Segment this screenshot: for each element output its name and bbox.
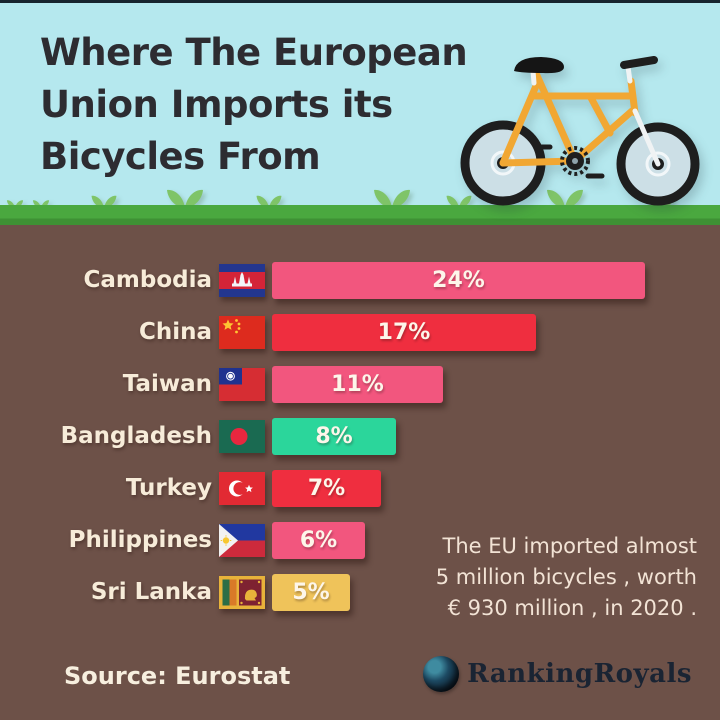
sprout-icon: [167, 189, 203, 209]
bar-philippines: 6%: [272, 522, 365, 559]
china-flag-icon: [219, 316, 265, 349]
brand-logo: RankingRoyals: [423, 656, 692, 692]
bar-cambodia: 24%: [272, 262, 645, 299]
header: Where The European Union Imports its Bic…: [0, 0, 720, 225]
philippines-flag-icon: [219, 524, 265, 557]
chart-row-cambodia: Cambodia 24%: [0, 262, 720, 299]
grass-strip: [0, 205, 720, 225]
bar-bangladesh: 8%: [272, 418, 396, 455]
bar-value-label: 11%: [331, 372, 384, 397]
note-line-3: € 930 million , in 2020 .: [447, 596, 697, 620]
title-line-1: Where The European: [40, 31, 468, 74]
bar-value-label: 7%: [307, 476, 346, 501]
bar-value-label: 5%: [292, 580, 330, 605]
sprout-icon: [547, 189, 583, 209]
brand-name: RankingRoyals: [467, 659, 692, 689]
bar-value-label: 24%: [432, 268, 485, 293]
title-line-3: Bicycles From: [40, 135, 321, 178]
chart-row-bangladesh: Bangladesh 8%: [0, 418, 720, 455]
taiwan-flag-icon: [219, 368, 265, 401]
rankingroyals-globe-icon: [423, 656, 460, 692]
chart-row-taiwan: Taiwan 11%: [0, 366, 720, 403]
turkey-flag-icon: [219, 472, 265, 505]
note-line-1: The EU imported almost: [442, 534, 698, 558]
country-label: Bangladesh: [60, 423, 212, 449]
bicycle-icon: [460, 56, 700, 206]
country-label: Taiwan: [122, 371, 212, 397]
country-label: Philippines: [68, 527, 212, 553]
sprout-icon: [374, 189, 410, 209]
note-text: The EU imported almost 5 million bicycle…: [397, 531, 697, 624]
sri-lanka-flag-icon: [219, 576, 265, 609]
country-label: China: [138, 319, 212, 345]
bar-value-label: 17%: [377, 320, 431, 345]
title-line-2: Union Imports its: [40, 83, 393, 126]
cambodia-flag-icon: [219, 264, 265, 297]
page-title: Where The European Union Imports its Bic…: [40, 27, 480, 183]
source-label: Source: Eurostat: [64, 662, 291, 690]
chart-row-turkey: Turkey 7%: [0, 470, 720, 507]
bar-value-label: 8%: [315, 424, 353, 449]
country-label: Sri Lanka: [90, 579, 212, 605]
chart-row-philippines: Philippines 6%: [0, 522, 720, 559]
note-line-2: 5 million bicycles , worth: [435, 565, 697, 589]
bar-taiwan: 11%: [272, 366, 443, 403]
country-label: Turkey: [125, 475, 212, 501]
country-label: Cambodia: [83, 267, 213, 293]
bar-china: 17%: [272, 314, 536, 351]
bar-sri-lanka: 5%: [272, 574, 350, 611]
bar-value-label: 6%: [299, 528, 338, 553]
chart-row-china: China 17%: [0, 314, 720, 351]
chart-row-sri-lanka: Sri Lanka 5%: [0, 574, 720, 611]
bangladesh-flag-icon: [219, 420, 265, 453]
bar-turkey: 7%: [272, 470, 381, 507]
